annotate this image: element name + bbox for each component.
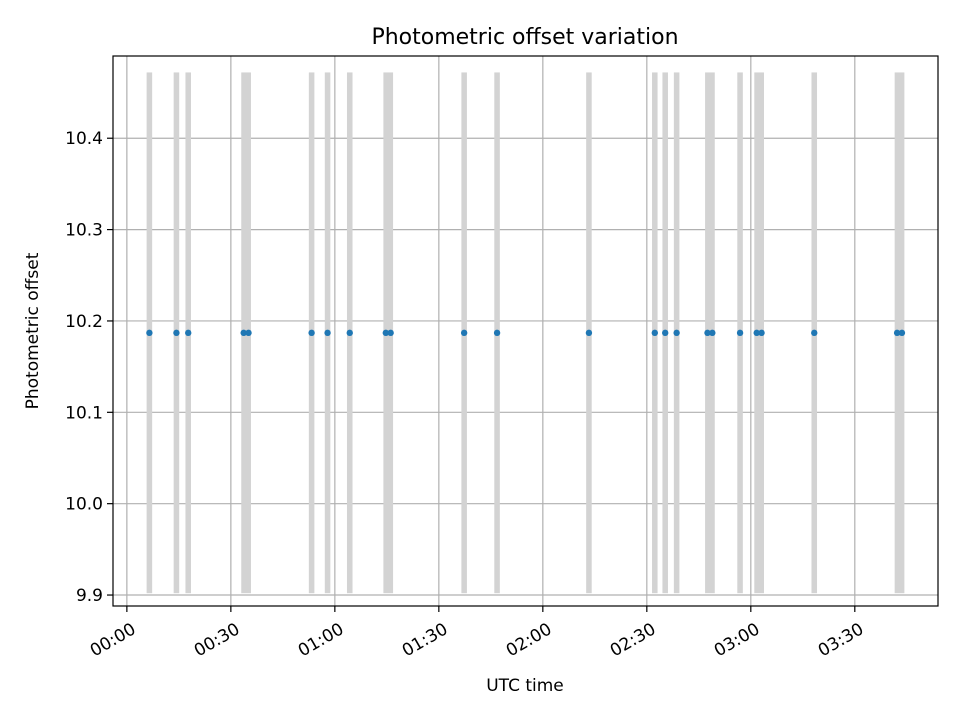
x-axis-label: UTC time bbox=[486, 676, 564, 696]
data-point bbox=[245, 329, 252, 337]
y-tick-label: 10.2 bbox=[65, 312, 103, 332]
data-point bbox=[308, 329, 315, 337]
grid bbox=[113, 56, 938, 606]
data-point bbox=[758, 329, 765, 337]
data-point bbox=[324, 329, 331, 337]
data-point bbox=[493, 329, 501, 337]
data-point bbox=[753, 329, 760, 337]
y-tick-label: 10.1 bbox=[65, 403, 103, 423]
data-point bbox=[709, 329, 716, 337]
data-point bbox=[893, 329, 901, 337]
data-point bbox=[673, 329, 680, 337]
data-point bbox=[898, 329, 906, 337]
data-point bbox=[736, 329, 744, 337]
data-point bbox=[704, 329, 711, 337]
data-point bbox=[460, 329, 468, 337]
y-tick-label: 10.3 bbox=[65, 221, 103, 241]
y-tick-label: 10.4 bbox=[65, 129, 103, 149]
y-tick-label: 9.9 bbox=[76, 586, 103, 606]
data-point bbox=[346, 329, 353, 337]
data-point bbox=[651, 329, 658, 337]
data-point bbox=[146, 329, 153, 337]
data-point bbox=[173, 329, 180, 337]
data-point bbox=[661, 329, 669, 337]
data-points bbox=[146, 329, 906, 337]
data-point bbox=[240, 329, 247, 337]
data-point bbox=[387, 329, 394, 337]
data-point bbox=[585, 329, 593, 337]
y-axis-label: Photometric offset bbox=[23, 252, 43, 409]
data-point bbox=[185, 329, 192, 337]
data-point bbox=[382, 329, 390, 337]
y-tick-label: 10.0 bbox=[65, 495, 103, 515]
chart-title: Photometric offset variation bbox=[371, 25, 678, 50]
y-axis-ticks: 9.9 10.0 10.1 10.2 10.3 10.4 bbox=[65, 129, 113, 606]
plot-frame bbox=[112, 55, 939, 607]
data-point bbox=[811, 329, 818, 337]
